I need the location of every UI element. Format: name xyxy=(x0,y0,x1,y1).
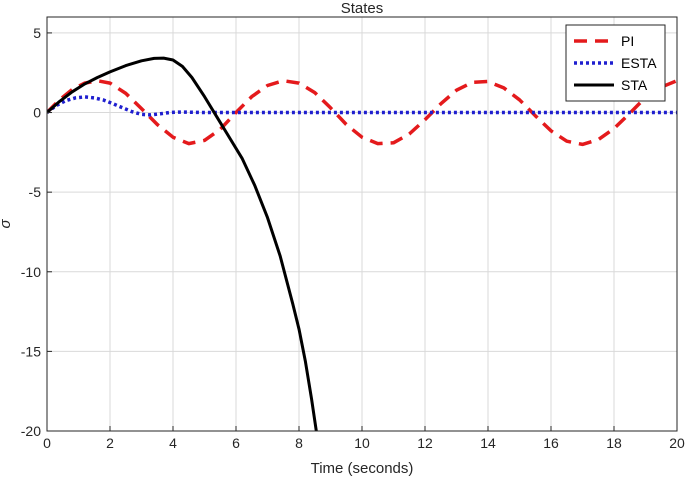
y-tick-label: -15 xyxy=(21,343,41,359)
legend-label-esta: ESTA xyxy=(621,55,657,71)
series-line-sta xyxy=(47,56,318,431)
x-tick-label: 2 xyxy=(106,435,114,451)
x-tick-label: 20 xyxy=(669,435,685,451)
y-tick-label: -5 xyxy=(29,184,42,200)
x-tick-label: 0 xyxy=(43,435,51,451)
tick-layer: 0 2 4 6 8 10 12 14 16 18 20 -20 -15 -10 -5 0 5 xyxy=(21,25,685,451)
y-tick-label: -20 xyxy=(21,423,41,439)
x-tick-label: 6 xyxy=(232,435,240,451)
x-tick-label: 8 xyxy=(295,435,303,451)
legend: PI ESTA STA xyxy=(565,24,666,102)
x-tick-label: 16 xyxy=(543,435,559,451)
y-axis-title: σ xyxy=(0,219,14,229)
x-tick-label: 14 xyxy=(480,435,496,451)
legend-label-pi: PI xyxy=(621,33,634,49)
x-tick-label: 12 xyxy=(417,435,433,451)
x-tick-label: 18 xyxy=(606,435,622,451)
series-line-pi xyxy=(47,78,677,147)
chart-title: States xyxy=(341,0,384,17)
x-tick-label: 4 xyxy=(169,435,177,451)
legend-label-sta: STA xyxy=(621,77,648,93)
y-tick-label: -10 xyxy=(21,264,41,280)
series-line-esta xyxy=(47,95,677,117)
y-tick-label: 0 xyxy=(33,105,41,121)
x-tick-label: 10 xyxy=(354,435,370,451)
series-layer xyxy=(47,56,677,431)
x-axis-title: Time (seconds) xyxy=(311,460,414,477)
y-tick-label: 5 xyxy=(33,25,41,41)
